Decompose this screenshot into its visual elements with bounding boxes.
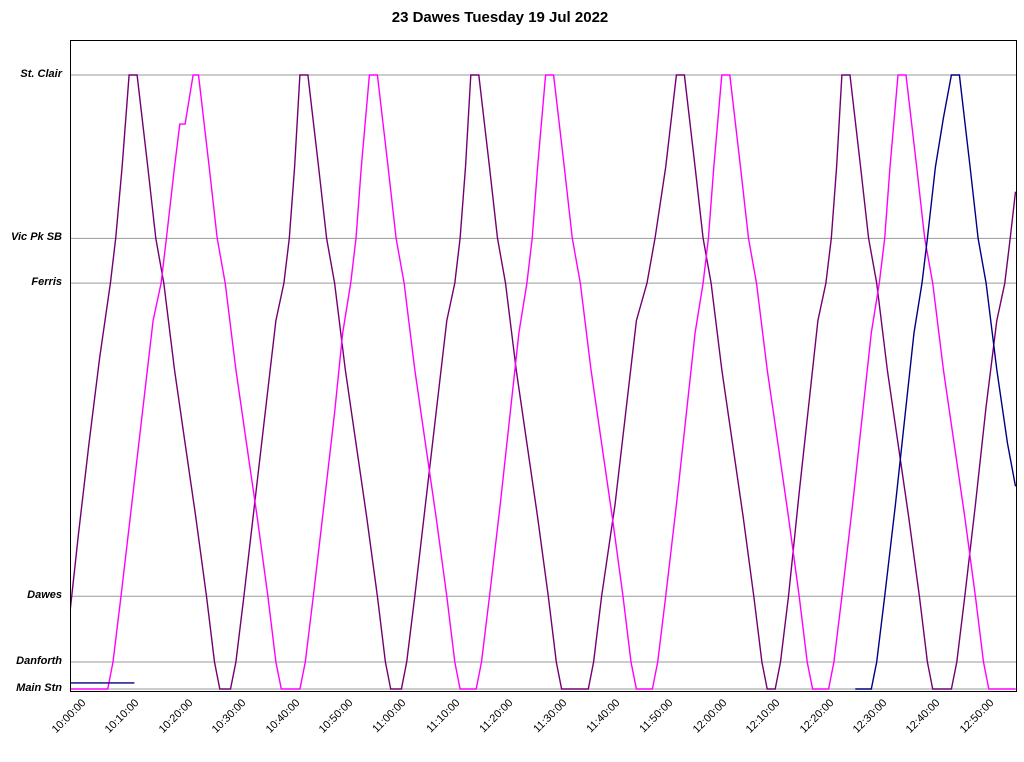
x-tick-label-112000: 11:20:00 bbox=[477, 697, 516, 736]
chart-title: 23 Dawes Tuesday 19 Jul 2022 bbox=[391, 9, 609, 26]
x-tick-label-104000: 10:40:00 bbox=[263, 697, 303, 736]
x-tick-label-124000: 12:40:00 bbox=[904, 697, 943, 736]
station-label-vic-pk-sb: Vic Pk SB bbox=[11, 231, 62, 244]
plot-area bbox=[70, 40, 1017, 692]
x-tick-label-113000: 11:30:00 bbox=[530, 697, 570, 736]
x-tick-label-102000: 10:20:00 bbox=[156, 697, 196, 736]
x-tick-label-100000: 10:00:00 bbox=[49, 697, 89, 736]
vehicle-purple-line bbox=[71, 74, 1016, 690]
x-tick-label-120000: 12:00:00 bbox=[690, 697, 730, 736]
station-label-dawes: Dawes bbox=[27, 589, 62, 602]
chart-canvas bbox=[71, 74, 1016, 690]
station-label-danforth: Danforth bbox=[16, 654, 62, 667]
x-tick-label-111000: 11:10:00 bbox=[424, 697, 463, 736]
vehicle-navy-line bbox=[855, 74, 1016, 690]
x-tick-label-122000: 12:20:00 bbox=[797, 697, 837, 736]
x-tick-label-121000: 12:10:00 bbox=[743, 697, 783, 736]
x-tick-label-110000: 11:00:00 bbox=[370, 697, 409, 736]
station-label-st-clair: St. Clair bbox=[20, 68, 62, 80]
x-tick-label-123000: 12:30:00 bbox=[850, 697, 890, 736]
vehicle-magenta-line bbox=[71, 74, 1016, 690]
x-tick-label-105000: 10:50:00 bbox=[316, 697, 356, 736]
x-tick-label-125000: 12:50:00 bbox=[957, 697, 997, 736]
x-tick-label-114000: 11:40:00 bbox=[584, 697, 623, 736]
station-label-main-stn: Main Stn bbox=[16, 682, 62, 694]
x-tick-label-115000: 11:50:00 bbox=[637, 697, 676, 736]
x-tick-label-101000: 10:10:00 bbox=[103, 697, 142, 736]
x-tick-label-103000: 10:30:00 bbox=[209, 697, 249, 736]
station-label-ferris: Ferris bbox=[31, 276, 62, 289]
